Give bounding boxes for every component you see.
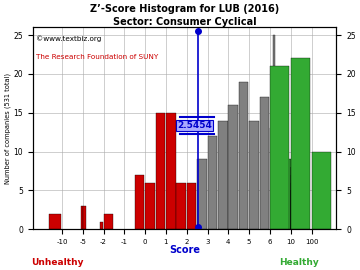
Title: Z’-Score Histogram for LUB (2016)
Sector: Consumer Cyclical: Z’-Score Histogram for LUB (2016) Sector… (90, 4, 279, 26)
Bar (197, 159, 207, 229)
Bar (81, 206, 82, 229)
Y-axis label: Number of companies (531 total): Number of companies (531 total) (4, 73, 11, 184)
Bar (207, 136, 217, 229)
Bar (270, 128, 273, 229)
Bar (260, 97, 269, 229)
Text: Unhealthy: Unhealthy (31, 258, 84, 267)
Bar (288, 159, 291, 229)
Bar (291, 58, 310, 229)
Bar (280, 121, 283, 229)
Bar (187, 183, 197, 229)
Text: The Research Foundation of SUNY: The Research Foundation of SUNY (36, 54, 158, 60)
X-axis label: Score: Score (169, 245, 200, 255)
Bar (270, 66, 289, 229)
Bar (278, 128, 280, 229)
Bar (176, 183, 186, 229)
Bar (273, 35, 275, 229)
Bar (104, 214, 113, 229)
Bar (218, 121, 228, 229)
Bar (166, 113, 176, 229)
Bar (100, 222, 103, 229)
Text: Healthy: Healthy (279, 258, 319, 267)
Bar (311, 152, 331, 229)
Bar (285, 167, 288, 229)
Bar (249, 121, 259, 229)
Bar (156, 113, 165, 229)
Bar (49, 214, 61, 229)
Bar (83, 206, 86, 229)
Bar (275, 105, 278, 229)
Bar (145, 183, 155, 229)
Bar (228, 105, 238, 229)
Text: ©www.textbiz.org: ©www.textbiz.org (36, 35, 101, 42)
Bar (135, 175, 144, 229)
Bar (239, 82, 248, 229)
Bar (283, 128, 285, 229)
Text: 2.5454: 2.5454 (177, 121, 212, 130)
